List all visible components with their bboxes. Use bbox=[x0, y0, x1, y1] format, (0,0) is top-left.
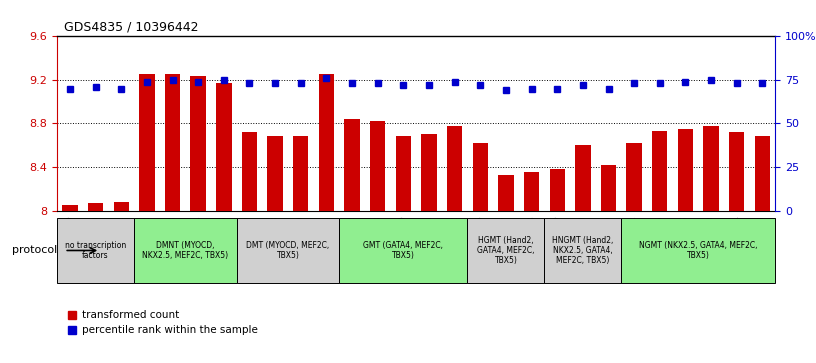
Bar bbox=[755, 136, 770, 211]
Bar bbox=[293, 136, 308, 211]
Bar bbox=[370, 121, 385, 211]
Bar bbox=[140, 74, 154, 211]
Bar bbox=[524, 172, 539, 211]
Text: protocol: protocol bbox=[12, 245, 57, 256]
Text: NGMT (NKX2.5, GATA4, MEF2C,
TBX5): NGMT (NKX2.5, GATA4, MEF2C, TBX5) bbox=[639, 241, 757, 260]
Bar bbox=[421, 134, 437, 211]
Bar bbox=[344, 119, 360, 211]
Bar bbox=[88, 203, 104, 211]
Bar bbox=[190, 76, 206, 211]
Text: DMT (MYOCD, MEF2C,
TBX5): DMT (MYOCD, MEF2C, TBX5) bbox=[246, 241, 330, 260]
Bar bbox=[601, 165, 616, 211]
FancyBboxPatch shape bbox=[468, 218, 544, 283]
Bar bbox=[652, 131, 667, 211]
Bar bbox=[165, 74, 180, 211]
Legend: transformed count, percentile rank within the sample: transformed count, percentile rank withi… bbox=[62, 306, 262, 340]
Bar bbox=[216, 83, 232, 211]
Text: GDS4835 / 10396442: GDS4835 / 10396442 bbox=[64, 21, 199, 34]
FancyBboxPatch shape bbox=[134, 218, 237, 283]
Text: GMT (GATA4, MEF2C,
TBX5): GMT (GATA4, MEF2C, TBX5) bbox=[363, 241, 443, 260]
FancyBboxPatch shape bbox=[57, 218, 134, 283]
Bar bbox=[472, 143, 488, 211]
FancyBboxPatch shape bbox=[237, 218, 339, 283]
Text: HGMT (Hand2,
GATA4, MEF2C,
TBX5): HGMT (Hand2, GATA4, MEF2C, TBX5) bbox=[477, 236, 534, 265]
Text: HNGMT (Hand2,
NKX2.5, GATA4,
MEF2C, TBX5): HNGMT (Hand2, NKX2.5, GATA4, MEF2C, TBX5… bbox=[552, 236, 614, 265]
Bar bbox=[549, 169, 565, 211]
Bar bbox=[627, 143, 642, 211]
Bar bbox=[396, 136, 411, 211]
Bar bbox=[499, 175, 513, 211]
Bar bbox=[678, 129, 693, 211]
FancyBboxPatch shape bbox=[621, 218, 775, 283]
Bar bbox=[242, 132, 257, 211]
Text: DMNT (MYOCD,
NKX2.5, MEF2C, TBX5): DMNT (MYOCD, NKX2.5, MEF2C, TBX5) bbox=[142, 241, 228, 260]
FancyBboxPatch shape bbox=[339, 218, 468, 283]
Bar bbox=[268, 136, 283, 211]
Bar bbox=[575, 145, 591, 211]
FancyBboxPatch shape bbox=[544, 218, 621, 283]
Bar bbox=[62, 205, 78, 211]
Bar bbox=[447, 126, 463, 211]
Bar bbox=[729, 132, 744, 211]
Text: no transcription
factors: no transcription factors bbox=[65, 241, 126, 260]
Bar bbox=[319, 74, 334, 211]
Bar bbox=[703, 126, 719, 211]
Bar bbox=[113, 202, 129, 211]
